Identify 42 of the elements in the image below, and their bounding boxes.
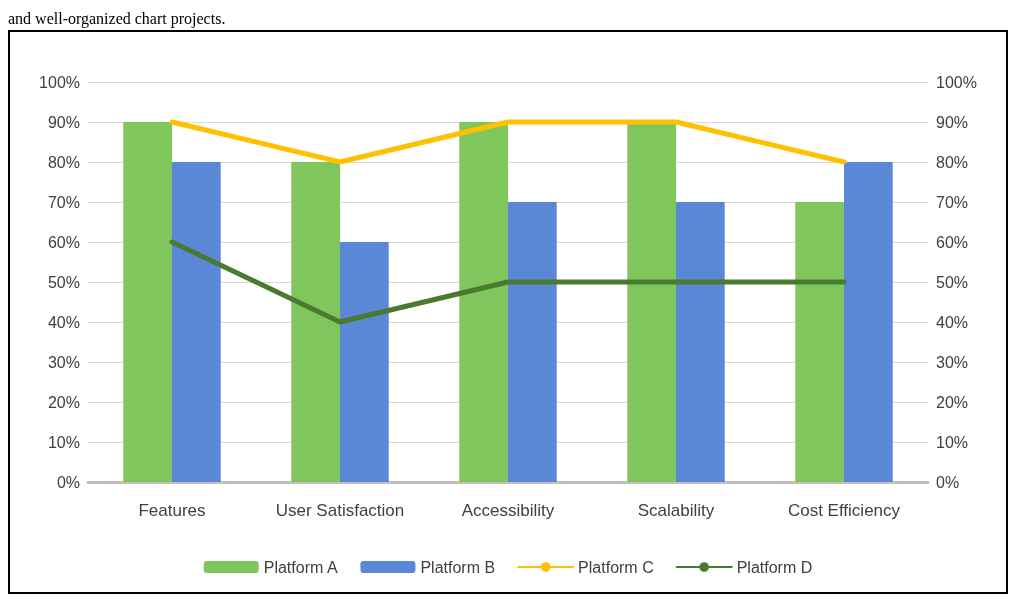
- y-tick-label: 20%: [47, 393, 80, 411]
- y-tick-label: 10%: [47, 433, 80, 451]
- y2-tick-label: 30%: [936, 353, 969, 371]
- text: and well-organized chart projects.: [8, 9, 227, 30]
- y-tick-label: 30%: [47, 353, 80, 371]
- legend-label: Platform A: [263, 558, 338, 576]
- bar: [291, 162, 340, 482]
- x-tick-label: Features: [138, 501, 206, 520]
- bar: [459, 122, 508, 482]
- legend-label: Platform D: [736, 558, 813, 576]
- bar: [627, 122, 676, 482]
- y-tick-label: 50%: [47, 273, 80, 291]
- y-tick-label: 60%: [47, 233, 80, 251]
- y2-tick-label: 100%: [936, 73, 977, 91]
- y-tick-label: 40%: [47, 313, 80, 331]
- y-tick-label: 80%: [47, 153, 80, 171]
- x-tick-label: User Satisfaction: [275, 501, 405, 520]
- x-tick-label: Accessibility: [461, 501, 555, 520]
- y2-tick-label: 50%: [936, 273, 969, 291]
- y2-tick-label: 10%: [936, 433, 969, 451]
- bar: [508, 202, 557, 482]
- y-tick-label: 0%: [56, 473, 80, 491]
- y2-tick-label: 70%: [936, 193, 969, 211]
- x-tick-label: Scalability: [637, 501, 715, 520]
- bar: [123, 122, 172, 482]
- legend-label: Platform B: [420, 558, 496, 576]
- bar: [676, 202, 725, 482]
- y-tick-label: 90%: [47, 113, 80, 131]
- bar: [340, 242, 389, 482]
- y2-tick-label: 90%: [936, 113, 969, 131]
- y2-tick-label: 0%: [936, 473, 960, 491]
- bar: [795, 202, 844, 482]
- y-tick-label: 70%: [47, 193, 80, 211]
- legend-label: Platform C: [578, 558, 654, 576]
- y2-tick-label: 40%: [936, 313, 969, 331]
- y2-tick-label: 80%: [936, 153, 969, 171]
- x-tick-label: Cost Efficiency: [787, 501, 901, 520]
- y-tick-label: 100%: [39, 73, 80, 91]
- y2-tick-label: 60%: [936, 233, 969, 251]
- y2-tick-label: 20%: [936, 393, 969, 411]
- bar: [172, 162, 221, 482]
- bar: [844, 162, 893, 482]
